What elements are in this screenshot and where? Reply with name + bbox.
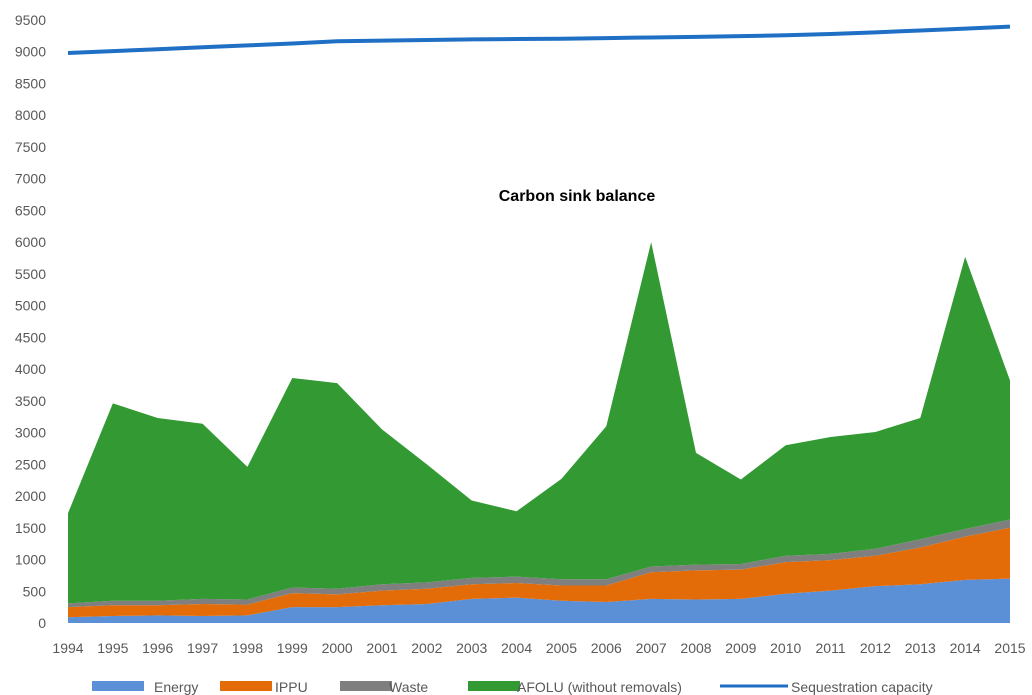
y-tick-label: 4000 (15, 361, 46, 377)
y-tick-label: 2500 (15, 456, 46, 472)
y-tick-label: 7000 (15, 171, 46, 187)
x-axis-ticks: 1994 1995 1996 1997 1998 1999 2000 2001 2002 2003… (52, 640, 1025, 656)
legend-label-ippu: IPPU (275, 679, 308, 695)
y-tick-label: 8500 (15, 75, 46, 91)
x-tick-label: 2013 (905, 640, 936, 656)
x-tick-label: 1998 (232, 640, 263, 656)
line-series-sequestration-capacity (67, 24, 1011, 56)
x-tick-label: 1996 (142, 640, 173, 656)
legend-label-waste: Waste (389, 679, 428, 695)
plot-areas (68, 242, 1010, 623)
y-tick-label: 0 (38, 615, 46, 631)
y-tick-label: 8000 (15, 107, 46, 123)
x-tick-label: 1995 (97, 640, 128, 656)
legend-swatch-waste (340, 681, 392, 691)
y-tick-label: 500 (23, 583, 47, 599)
y-tick-label: 5500 (15, 266, 46, 282)
area-series-ippu (68, 527, 1010, 618)
x-tick-label: 2000 (322, 640, 353, 656)
x-tick-label: 2010 (770, 640, 801, 656)
x-tick-label: 2014 (950, 640, 981, 656)
x-tick-label: 2009 (725, 640, 756, 656)
legend-swatch-afolu-without-removals (468, 681, 520, 691)
x-tick-label: 1994 (52, 640, 83, 656)
x-tick-label: 1997 (187, 640, 218, 656)
y-tick-label: 9500 (15, 12, 46, 28)
y-tick-label: 4500 (15, 329, 46, 345)
x-tick-label: 2015 (994, 640, 1025, 656)
x-tick-label: 2008 (680, 640, 711, 656)
x-tick-label: 1999 (277, 640, 308, 656)
y-tick-label: 6500 (15, 202, 46, 218)
y-tick-label: 9000 (15, 44, 46, 60)
x-tick-label: 2006 (591, 640, 622, 656)
legend-swatch-energy (92, 681, 144, 691)
x-tick-label: 2002 (411, 640, 442, 656)
area-series-afolu-without-removals (68, 242, 1010, 604)
y-tick-label: 1500 (15, 520, 46, 536)
y-tick-label: 7500 (15, 139, 46, 155)
x-tick-label: 2011 (816, 640, 846, 656)
y-tick-label: 3000 (15, 425, 46, 441)
plot-lines (67, 24, 1011, 56)
area-series-energy (68, 578, 1010, 623)
y-tick-label: 6000 (15, 234, 46, 250)
legend-swatch-ippu (220, 681, 272, 691)
x-tick-label: 2012 (860, 640, 891, 656)
y-tick-label: 2000 (15, 488, 46, 504)
x-tick-label: 2003 (456, 640, 487, 656)
legend-label-energy: Energy (154, 679, 198, 695)
y-axis-ticks: 0 500 1000 1500 2000 2500 3000 3500 4000 4500 5000… (15, 12, 46, 631)
x-tick-label: 2005 (546, 640, 577, 656)
chart-title: Carbon sink balance (499, 188, 656, 205)
y-tick-label: 1000 (15, 552, 46, 568)
legend-label-sequestration-capacity: Sequestration capacity (791, 679, 933, 695)
y-tick-label: 5000 (15, 298, 46, 314)
legend-label-afolu-without-removals: AFOLU (without removals) (517, 679, 682, 695)
x-tick-label: 2004 (501, 640, 532, 656)
x-tick-label: 2001 (366, 640, 397, 656)
legend: Energy IPPU Waste AFOLU (without removals) S… (92, 679, 933, 695)
y-tick-label: 3500 (15, 393, 46, 409)
x-tick-label: 2007 (636, 640, 667, 656)
